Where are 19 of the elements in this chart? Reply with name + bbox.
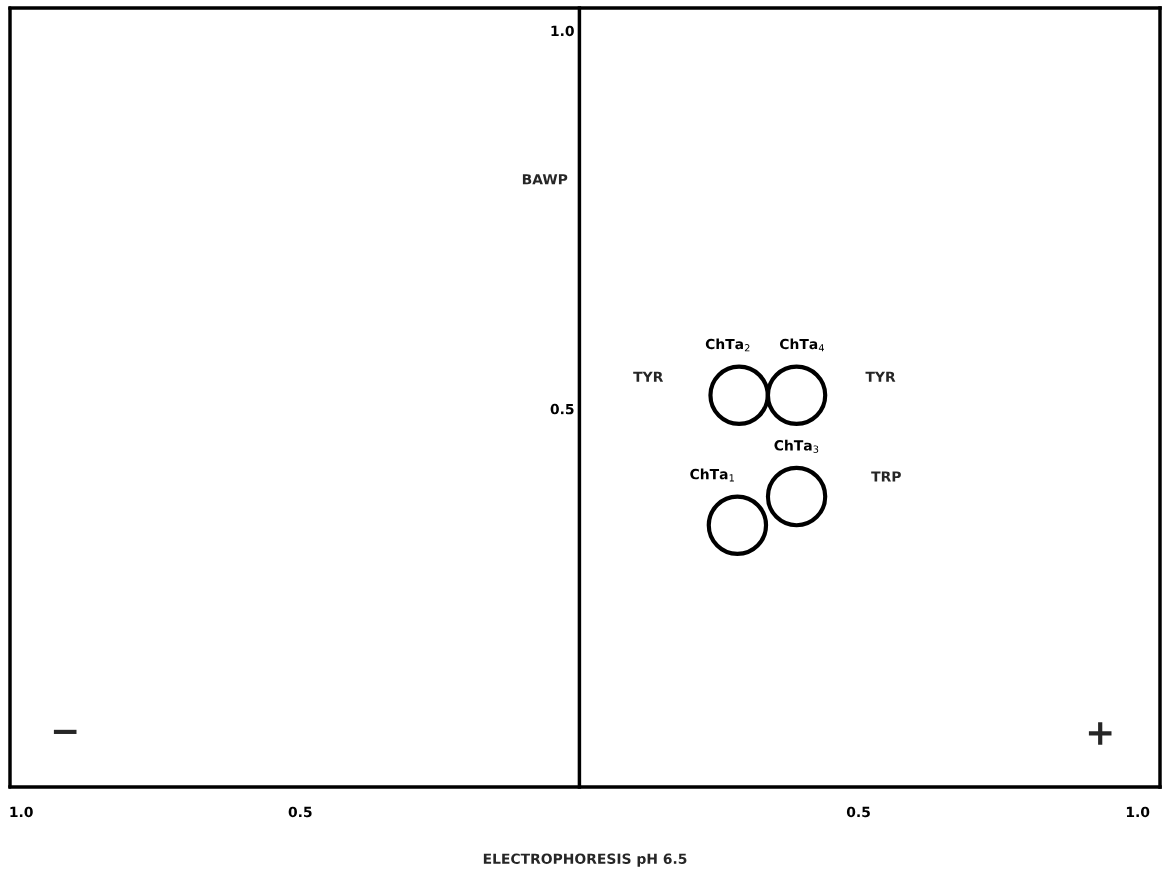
- annotation: TYR: [633, 371, 664, 382]
- x-tick-label: 0.5: [288, 806, 312, 818]
- y-axis-title: BAWP: [522, 174, 568, 185]
- point: [708, 364, 770, 426]
- x-tick-label: 0.5: [846, 806, 870, 818]
- annotation: TRP: [871, 471, 901, 482]
- annotation: +: [1088, 722, 1112, 745]
- series-label: ChTa$_{3}$: [774, 439, 819, 453]
- series-label: ChTa$_{2}$: [705, 338, 750, 352]
- annotation: −: [53, 729, 77, 734]
- series-label: ChTa$_{1}$: [690, 468, 734, 482]
- annotation: TYR: [865, 371, 896, 382]
- x-tick-label: 1.0: [10, 806, 33, 818]
- x-axis-title: ELECTROPHORESIS pH 6.5: [483, 853, 687, 867]
- point: [765, 364, 828, 426]
- point: [765, 465, 828, 528]
- point: [706, 494, 769, 557]
- series-label: ChTa$_{4}$: [779, 338, 824, 352]
- x-tick-label: 1.0: [1126, 806, 1150, 818]
